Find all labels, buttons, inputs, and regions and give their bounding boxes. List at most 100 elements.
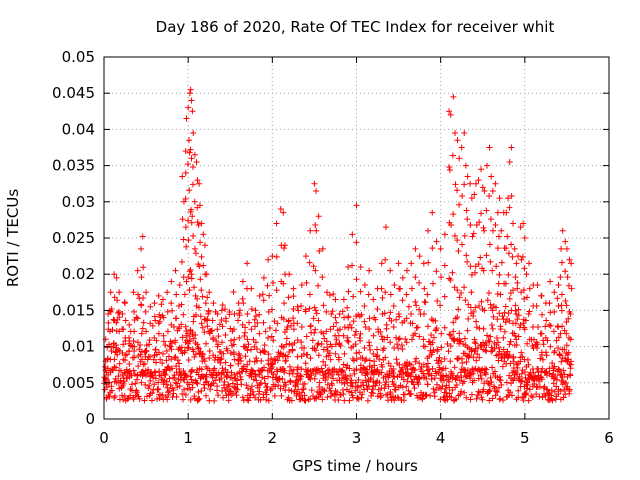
data-point	[290, 285, 297, 292]
data-point	[250, 391, 257, 398]
data-point	[175, 303, 182, 310]
data-point	[401, 391, 408, 398]
data-point	[360, 365, 367, 372]
data-point	[277, 385, 284, 392]
data-point	[171, 374, 178, 381]
data-point	[358, 394, 365, 401]
data-point	[146, 382, 153, 389]
data-point	[371, 314, 378, 321]
data-point	[201, 329, 208, 336]
data-point	[403, 363, 410, 370]
data-point	[448, 394, 455, 401]
data-point	[173, 363, 180, 370]
data-point	[178, 301, 185, 308]
data-point	[263, 396, 270, 403]
data-point	[315, 213, 322, 220]
data-point	[146, 341, 153, 348]
data-point	[210, 366, 217, 373]
data-point	[494, 209, 501, 216]
data-point	[222, 332, 229, 339]
data-point	[185, 217, 192, 224]
data-point	[203, 378, 210, 385]
data-point	[376, 379, 383, 386]
data-point	[412, 330, 419, 337]
data-point	[311, 180, 318, 187]
data-point	[194, 366, 201, 373]
data-point	[259, 291, 266, 298]
data-point	[452, 181, 459, 188]
data-point	[483, 252, 490, 259]
data-point	[567, 372, 574, 379]
data-point	[563, 302, 570, 309]
data-point	[149, 389, 156, 396]
data-point	[405, 303, 412, 310]
data-point	[498, 355, 505, 362]
data-point	[321, 387, 328, 394]
data-point	[210, 369, 217, 376]
data-point	[366, 363, 373, 370]
data-point	[311, 304, 318, 311]
data-point	[276, 376, 283, 383]
data-point	[340, 391, 347, 398]
data-point	[473, 180, 480, 187]
data-point	[257, 368, 264, 375]
data-point	[446, 275, 453, 282]
data-point	[455, 306, 462, 313]
data-point	[151, 381, 158, 388]
data-point	[189, 181, 196, 188]
data-point	[390, 303, 397, 310]
data-point	[181, 349, 188, 356]
data-point	[508, 144, 515, 151]
data-point	[310, 392, 317, 399]
data-point	[129, 381, 136, 388]
data-point	[278, 392, 285, 399]
data-point	[188, 275, 195, 282]
data-point	[147, 320, 154, 327]
data-point	[176, 360, 183, 367]
data-point	[266, 292, 273, 299]
data-point	[429, 339, 436, 346]
data-point	[138, 302, 145, 309]
data-point	[335, 397, 342, 404]
data-point	[374, 366, 381, 373]
data-point	[464, 173, 471, 180]
data-point	[168, 300, 175, 307]
data-point	[394, 341, 401, 348]
y-tick-label: 0.045	[52, 84, 95, 102]
data-point	[463, 252, 470, 259]
data-point	[334, 389, 341, 396]
data-point	[456, 294, 463, 301]
data-point	[281, 242, 288, 249]
data-point	[454, 187, 461, 194]
data-point	[134, 389, 141, 396]
data-point	[138, 245, 145, 252]
data-point	[470, 308, 477, 315]
data-point	[159, 392, 166, 399]
data-point	[524, 340, 531, 347]
data-point	[120, 356, 127, 363]
data-point	[143, 289, 150, 296]
data-point	[349, 355, 356, 362]
data-point	[496, 195, 503, 202]
data-point	[218, 371, 225, 378]
data-point	[328, 390, 335, 397]
data-point	[307, 323, 314, 330]
data-point	[231, 336, 238, 343]
data-point	[210, 352, 217, 359]
data-point	[130, 338, 137, 345]
data-point	[340, 361, 347, 368]
data-point	[480, 267, 487, 274]
data-point	[199, 293, 206, 300]
data-point	[195, 345, 202, 352]
data-point	[555, 366, 562, 373]
data-point	[550, 367, 557, 374]
data-point	[142, 308, 149, 315]
data-point	[227, 337, 234, 344]
data-point	[345, 338, 352, 345]
data-point	[274, 357, 281, 364]
data-point	[199, 350, 206, 357]
data-point	[231, 351, 238, 358]
data-point	[131, 328, 138, 335]
data-point	[269, 253, 276, 260]
data-point	[505, 195, 511, 202]
